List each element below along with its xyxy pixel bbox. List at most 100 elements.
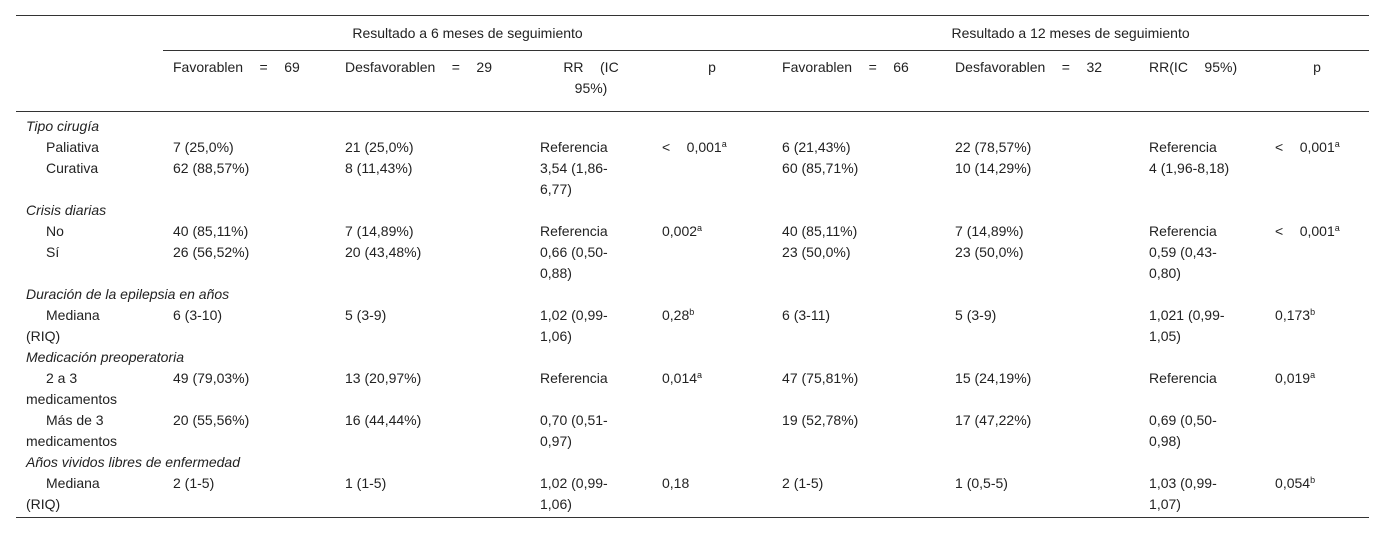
cell: 0,18: [662, 475, 690, 491]
cell: 21 (25,0%): [345, 139, 414, 155]
cell: Referencia: [1149, 370, 1217, 386]
cell: 2 (1-5): [173, 475, 215, 491]
cell: Referencia: [1149, 223, 1217, 239]
footnote-mark: a: [1310, 370, 1316, 380]
cell: Referencia: [1149, 139, 1217, 155]
row-label: Más de 3 medicamentos: [26, 412, 118, 449]
section-title: Tipo cirugía: [26, 118, 100, 134]
section-row: Medicación preoperatoria: [16, 347, 1369, 368]
cell: 7 (14,89%): [955, 223, 1024, 239]
data-row: Mediana (RIQ) 2 (1-5) 1 (1-5) 1,02 (0,99-1,…: [16, 473, 1369, 518]
data-row: Paliativa 7 (25,0%) 21 (25,0%) Referencia < …: [16, 137, 1369, 158]
cell: 6 (3-10): [173, 307, 223, 323]
cell: [1265, 242, 1369, 284]
row-label: Paliativa: [46, 139, 99, 155]
cell: 0,66 (0,50-0,88): [540, 244, 608, 281]
cell: 8 (11,43%): [345, 160, 413, 176]
row-label: Mediana (RIQ): [26, 475, 100, 512]
section-title: Medicación preoperatoria: [26, 349, 184, 365]
cell: 40 (85,11%): [173, 223, 249, 239]
cell: 17 (47,22%): [955, 412, 1032, 428]
column-header: RR(IC 95%): [1139, 50, 1266, 112]
footnote-mark: a: [1334, 139, 1340, 149]
section-row: Crisis diarias: [16, 200, 1369, 221]
cell-text: 0,054: [1275, 475, 1311, 491]
cell-text: 0,28: [662, 307, 690, 323]
cell: 1,02 (0,99-1,06): [540, 475, 608, 512]
cell: [652, 410, 772, 452]
section-row: Tipo cirugía: [16, 112, 1369, 138]
cell: 0,002a: [652, 221, 772, 242]
cell-text: < 0,001: [1275, 223, 1335, 239]
data-row: Curativa 62 (88,57%) 8 (11,43%) 3,54 (1,86-…: [16, 158, 1369, 200]
section-title: Años vividos libres de enfermedad: [26, 454, 241, 470]
cell: 4 (1,96-8,18): [1149, 160, 1230, 176]
table-head: Resultado a 6 meses de seguimiento Resul…: [16, 15, 1370, 112]
row-label: Curativa: [46, 160, 99, 176]
footnote-mark: b: [1310, 307, 1316, 317]
column-row: Favorablen = 69 Desfavorablen = 29 RR (I…: [16, 50, 1370, 112]
cell: 6 (3-11): [782, 307, 831, 323]
cell: 22 (78,57%): [955, 139, 1032, 155]
cell: Referencia: [540, 370, 608, 386]
cell-text: < 0,001: [1275, 139, 1335, 155]
cell: [652, 242, 772, 284]
data-row: Sí 26 (56,52%) 20 (43,48%) 0,66 (0,50-0,88)…: [16, 242, 1369, 284]
cell: 26 (56,52%): [173, 244, 250, 260]
cell-text: 0,173: [1275, 307, 1311, 323]
cell: 5 (3-9): [955, 307, 997, 323]
cell: 15 (24,19%): [955, 370, 1032, 386]
cell-text: 0,019: [1275, 370, 1311, 386]
cell: 1 (0,5-5): [955, 475, 1008, 491]
cell-text: < 0,001: [662, 139, 722, 155]
cell: < 0,001a: [1265, 137, 1369, 158]
cell: 0,28b: [652, 305, 772, 347]
results-table: Resultado a 6 meses de seguimiento Resul…: [16, 15, 1370, 518]
cell: 7 (25,0%): [173, 139, 234, 155]
cell: 0,69 (0,50-0,98): [1149, 412, 1217, 449]
footnote-mark: b: [689, 307, 695, 317]
cell: 6 (21,43%): [782, 139, 851, 155]
data-row: Mediana (RIQ) 6 (3-10) 5 (3-9) 1,02 (0,99-1…: [16, 305, 1369, 347]
cell: 0,014a: [652, 368, 772, 410]
cell: 19 (52,78%): [782, 412, 859, 428]
cell: 1,021 (0,99-1,05): [1149, 307, 1225, 344]
column-header: p: [1265, 50, 1370, 112]
cell: 0,019a: [1265, 368, 1369, 410]
cell: < 0,001a: [1265, 221, 1369, 242]
cell: < 0,001a: [652, 137, 772, 158]
table-body: Tipo cirugía Paliativa 7 (25,0%) 21 (25,0%)…: [16, 112, 1369, 518]
section-row: Años vividos libres de enfermedad: [16, 452, 1369, 473]
group-row: Resultado a 6 meses de seguimiento Resul…: [16, 15, 1370, 51]
cell-text: 0,002: [662, 223, 698, 239]
data-row: No 40 (85,11%) 7 (14,89%) Referencia 0,002a 4…: [16, 221, 1369, 242]
cell: 49 (79,03%): [173, 370, 250, 386]
group-header: Resultado a 12 meses de seguimiento: [772, 15, 1370, 51]
cell: 7 (14,89%): [345, 223, 414, 239]
section-row: Duración de la epilepsia en años: [16, 284, 1369, 305]
cell: 0,70 (0,51-0,97): [540, 412, 608, 449]
cell: Referencia: [540, 139, 608, 155]
footnote-mark: a: [1334, 223, 1340, 233]
cell-text: 0,014: [662, 370, 698, 386]
footnote-mark: a: [697, 223, 703, 233]
cell: 10 (14,29%): [955, 160, 1032, 176]
cell: 2 (1-5): [782, 475, 824, 491]
cell: 3,54 (1,86-6,77): [540, 160, 608, 197]
cell: 1 (1-5): [345, 475, 387, 491]
cell: 1,03 (0,99-1,07): [1149, 475, 1217, 512]
cell: 1,02 (0,99-1,06): [540, 307, 608, 344]
column-header: RR (IC 95%): [530, 50, 652, 112]
row-label: Mediana (RIQ): [26, 307, 100, 344]
data-row: Más de 3 medicamentos 20 (55,56%) 16 (44,4…: [16, 410, 1369, 452]
corner: [16, 16, 163, 51]
cell: 23 (50,0%): [782, 244, 851, 260]
cell: 0,173b: [1265, 305, 1369, 347]
column-header: Desfavorablen = 29: [335, 50, 530, 112]
column-header: Desfavorablen = 32: [945, 50, 1140, 112]
cell: 60 (85,71%): [782, 160, 859, 176]
footnote-mark: b: [1310, 475, 1316, 485]
cell: 20 (43,48%): [345, 244, 422, 260]
cell: 16 (44,44%): [345, 412, 422, 428]
cell: [1265, 410, 1369, 452]
